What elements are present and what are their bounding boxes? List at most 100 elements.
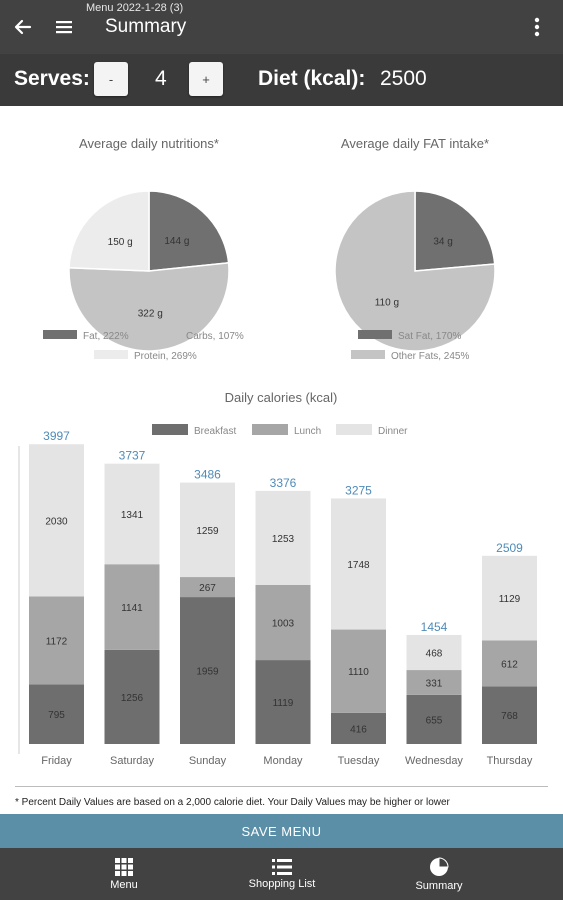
pie-1-legend-label-1: Fat, 222%: [83, 331, 129, 342]
pie-2-legend-label-1: Sat Fat, 170%: [398, 331, 461, 342]
bar-monday-lunch: [255, 584, 311, 661]
diet-value: 2500: [380, 67, 427, 90]
bar-category-label-friday: Friday: [41, 755, 72, 767]
pie-2-slice-1: [414, 190, 496, 272]
summary-content: Average daily nutritions* 144 g 322 g 150 g…: [0, 106, 563, 814]
pie-1-slice-3: [68, 190, 150, 272]
bar-monday-breakfast: [255, 660, 311, 744]
page-title: Summary: [105, 16, 187, 37]
bar-total-wednesday: 1454: [421, 620, 448, 634]
bar-value-tuesday-lunch: 1110: [348, 667, 369, 678]
arrow-left-icon: [14, 19, 32, 35]
bar-thursday-breakfast: [482, 686, 537, 744]
bar-tuesday-breakfast: [331, 712, 386, 744]
bar-wednesday-lunch: [406, 670, 462, 695]
bar-value-wednesday-dinner: 468: [426, 649, 443, 660]
bar-value-tuesday-dinner: 1748: [347, 560, 370, 571]
bar-value-thursday-lunch: 612: [501, 659, 518, 670]
bar-monday-dinner: [255, 490, 311, 585]
pie-1-legend-label-2: Carbs, 107%: [186, 331, 244, 342]
hamburger-icon: [56, 21, 72, 34]
bar-thursday-dinner: [482, 555, 537, 641]
bar-legend-swatch-2: [252, 424, 288, 435]
bar-sunday-breakfast: [180, 597, 235, 744]
bar-value-sunday-dinner: 1259: [196, 526, 219, 537]
save-menu-button[interactable]: SAVE MENU: [0, 814, 563, 848]
pie-1-legend-label-3: Protein, 269%: [134, 351, 197, 362]
bar-total-saturday: 3737: [119, 449, 146, 463]
more-vertical-icon: [534, 17, 540, 37]
bar-legend-label-1: Breakfast: [194, 426, 236, 437]
bar-chart-title: Daily calories (kcal): [225, 390, 338, 405]
bar-value-sunday-lunch: 267: [199, 583, 216, 594]
bar-thursday-lunch: [482, 640, 537, 687]
nav-shopping-list-label: Shopping List: [248, 877, 316, 890]
app-bar: Menu 2022-1-28 (3) Summary: [0, 0, 563, 54]
bar-value-thursday-dinner: 1129: [499, 594, 521, 605]
bar-total-tuesday: 3275: [345, 483, 372, 497]
bar-value-sunday-breakfast: 1959: [196, 667, 219, 678]
pie-2-legend-label-2: Other Fats, 245%: [391, 351, 469, 362]
bar-value-wednesday-breakfast: 655: [426, 715, 443, 726]
diet-label: Diet (kcal):: [258, 67, 366, 90]
footnote-divider: [15, 786, 548, 787]
bar-wednesday-dinner: [406, 634, 462, 671]
nav-menu[interactable]: Menu: [94, 848, 154, 900]
pie-1-legend-swatch-2: [146, 330, 180, 339]
nav-summary-label: Summary: [415, 879, 463, 892]
bar-friday-breakfast: [29, 684, 84, 744]
nav-summary[interactable]: Summary: [402, 848, 476, 900]
bar-value-saturday-dinner: 1341: [121, 510, 144, 521]
pie-1-slice-label-1: 144 g: [164, 236, 189, 247]
bar-value-friday-dinner: 2030: [45, 516, 68, 527]
bar-saturday-dinner: [104, 463, 160, 565]
bar-value-saturday-lunch: 1141: [121, 603, 143, 614]
bar-legend-label-2: Lunch: [294, 426, 321, 437]
bar-tuesday-lunch: [331, 629, 386, 713]
bar-total-monday: 3376: [270, 476, 297, 490]
bar-category-label-sunday: Sunday: [189, 755, 227, 767]
back-button[interactable]: [10, 14, 36, 40]
bottom-navigation: Menu Shopping List Summary: [0, 848, 563, 900]
bar-category-label-monday: Monday: [263, 755, 303, 767]
pie-2-slice-label-1: 34 g: [433, 236, 452, 247]
bar-friday-dinner: [29, 444, 84, 597]
pie-title-2: Average daily FAT intake*: [341, 136, 489, 151]
menu-subtitle: Menu 2022-1-28 (3): [86, 2, 184, 14]
menu-button[interactable]: [51, 14, 77, 40]
pie-2-legend-swatch-2: [351, 350, 385, 359]
bar-friday-lunch: [29, 596, 84, 685]
bar-value-tuesday-breakfast: 416: [350, 724, 367, 735]
pie-1-legend-swatch-3: [94, 350, 128, 359]
pie-2-slice-label-2: 110 g: [375, 298, 399, 309]
pie-1-slice-label-3: 150 g: [108, 237, 133, 248]
pie-2-slice-2: [334, 190, 496, 352]
bar-value-monday-breakfast: 1119: [273, 698, 294, 709]
pie-1-slice-2: [68, 262, 230, 352]
pie-chart-icon: [430, 856, 449, 876]
charts-canvas: Average daily nutritions* 144 g 322 g 150 g…: [18, 136, 537, 767]
more-options-button[interactable]: [526, 14, 548, 40]
bar-legend-swatch-3: [336, 424, 372, 435]
bar-value-friday-breakfast: 795: [48, 710, 65, 721]
bar-category-label-tuesday: Tuesday: [338, 755, 380, 767]
bar-value-thursday-breakfast: 768: [501, 711, 518, 722]
bar-total-thursday: 2509: [496, 541, 523, 555]
bar-tuesday-dinner: [331, 498, 386, 630]
nav-shopping-list[interactable]: Shopping List: [232, 848, 332, 900]
bar-sunday-lunch: [180, 577, 235, 598]
bar-wednesday-breakfast: [406, 694, 462, 744]
nav-menu-label: Menu: [110, 878, 138, 891]
serves-value: 4: [155, 67, 167, 90]
bar-category-label-wednesday: Wednesday: [405, 755, 463, 767]
bar-sunday-dinner: [180, 482, 235, 578]
bar-total-sunday: 3486: [194, 468, 221, 482]
bar-value-monday-lunch: 1003: [272, 618, 295, 629]
pie-1-legend-swatch-1: [43, 330, 77, 339]
bar-category-label-thursday: Thursday: [487, 755, 533, 767]
bar-saturday-breakfast: [104, 649, 160, 744]
serves-increase-button[interactable]: +: [189, 62, 223, 96]
bar-value-saturday-breakfast: 1256: [121, 693, 144, 704]
bar-value-wednesday-lunch: 331: [426, 678, 443, 689]
serves-decrease-button[interactable]: -: [94, 62, 128, 96]
